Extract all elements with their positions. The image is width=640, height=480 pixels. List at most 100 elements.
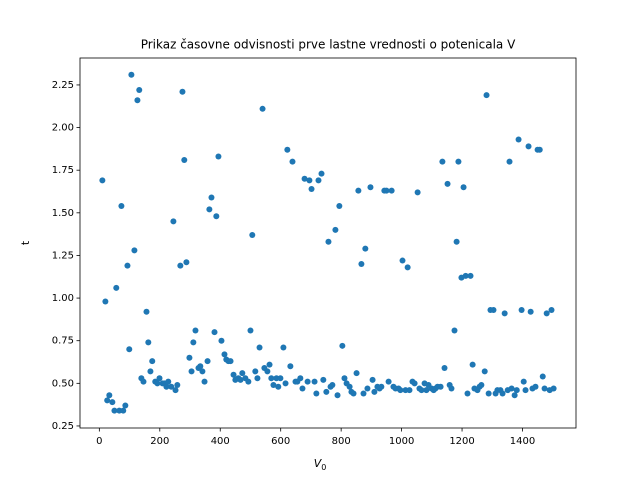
point	[177, 262, 184, 269]
point	[501, 310, 508, 317]
x-label-sub: 0	[321, 463, 326, 472]
point	[215, 153, 222, 160]
point	[163, 383, 170, 390]
point	[208, 194, 215, 201]
point	[448, 385, 455, 392]
point	[527, 308, 534, 315]
point	[99, 177, 106, 184]
point	[106, 392, 113, 399]
point	[539, 373, 546, 380]
point	[353, 370, 360, 377]
point	[168, 383, 175, 390]
point	[483, 92, 490, 99]
point	[124, 262, 131, 269]
point	[128, 71, 135, 78]
point	[469, 361, 476, 368]
point	[332, 226, 339, 233]
point	[355, 187, 362, 194]
point	[259, 105, 266, 112]
point	[197, 363, 204, 370]
point	[192, 327, 199, 334]
point	[362, 245, 369, 252]
point	[111, 407, 118, 414]
point	[306, 177, 313, 184]
point	[364, 385, 371, 392]
point	[201, 378, 208, 385]
point	[204, 358, 211, 365]
point	[418, 387, 425, 394]
x-label-base: V	[314, 457, 323, 470]
point	[102, 298, 109, 305]
point	[397, 387, 404, 394]
y-tick-label: 2.00	[52, 123, 74, 134]
point	[550, 385, 557, 392]
point	[367, 184, 374, 191]
point	[437, 383, 444, 390]
point	[536, 146, 543, 153]
point	[186, 354, 193, 361]
point	[478, 382, 485, 389]
x-tick-label: 400	[211, 436, 230, 447]
point	[145, 339, 152, 346]
axes-frame	[79, 57, 577, 429]
point	[264, 368, 271, 375]
point	[247, 327, 254, 334]
point	[109, 399, 116, 406]
y-axis-label: t	[19, 240, 32, 245]
point	[213, 213, 220, 220]
point	[174, 382, 181, 389]
point	[371, 388, 378, 395]
point	[508, 385, 515, 392]
point	[256, 344, 263, 351]
point	[147, 368, 154, 375]
point	[313, 390, 320, 397]
point	[329, 382, 336, 389]
point	[190, 339, 197, 346]
point	[181, 156, 188, 163]
point	[406, 387, 413, 394]
point	[378, 383, 385, 390]
point	[156, 375, 163, 382]
point	[451, 327, 458, 334]
y-tick-label: 0.50	[52, 378, 74, 389]
point	[268, 375, 275, 382]
point	[513, 387, 520, 394]
point	[318, 170, 325, 177]
point	[266, 361, 273, 368]
x-tick-label: 200	[150, 436, 169, 447]
point	[277, 375, 284, 382]
point	[188, 368, 195, 375]
point	[282, 380, 289, 387]
point	[455, 158, 462, 165]
y-tick-label: 1.50	[52, 208, 74, 219]
point	[441, 364, 448, 371]
point	[122, 402, 129, 409]
point	[280, 344, 287, 351]
point	[444, 180, 451, 187]
point	[289, 158, 296, 165]
point	[227, 358, 234, 365]
x-tick-label: 1000	[389, 436, 414, 447]
point	[511, 392, 518, 399]
x-tick-label: 600	[271, 436, 290, 447]
plot-area	[99, 71, 557, 414]
point	[218, 337, 225, 344]
point	[237, 376, 244, 383]
point	[358, 260, 365, 267]
point	[404, 264, 411, 271]
point	[320, 376, 327, 383]
point	[541, 385, 548, 392]
x-tick-label: 1400	[510, 436, 535, 447]
point	[206, 206, 213, 213]
x-axis-label: V0	[314, 457, 327, 472]
chart-title: Prikaz časovne odvisnosti prve lastne vr…	[141, 38, 516, 52]
point	[230, 371, 237, 378]
y-tick-label: 2.25	[52, 80, 74, 91]
point	[284, 146, 291, 153]
y-tick-label: 0.25	[52, 421, 74, 432]
y-tick-label: 1.00	[52, 293, 74, 304]
point	[134, 97, 141, 104]
point	[383, 187, 390, 194]
